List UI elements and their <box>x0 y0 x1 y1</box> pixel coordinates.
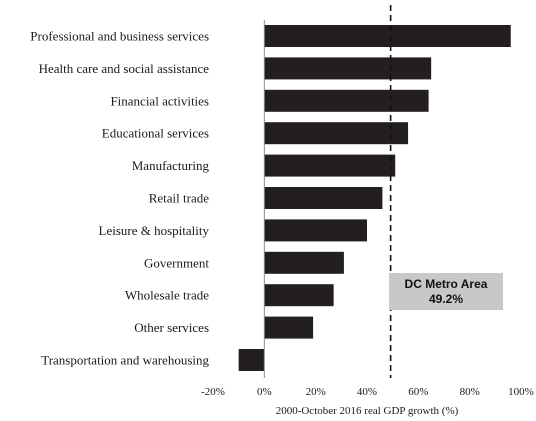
x-tick-label: 100% <box>508 386 534 398</box>
category-label-retail-trade: Retail trade <box>149 191 210 206</box>
x-tick-label: 80% <box>460 386 480 398</box>
x-tick-label: 60% <box>408 386 428 398</box>
category-label-transportation-and-warehousing: Transportation and warehousing <box>41 353 209 368</box>
x-tick-label: -20% <box>201 386 225 398</box>
bar-transportation-and-warehousing <box>238 349 265 371</box>
x-tick-label: 20% <box>306 386 326 398</box>
dc-metro-callout-value: 49.2% <box>429 292 463 306</box>
bar-government <box>264 251 344 274</box>
bar-other-services <box>264 316 314 339</box>
category-label-health-care-and-social-assistance: Health care and social assistance <box>39 61 210 76</box>
bar-manufacturing <box>264 154 396 177</box>
category-label-professional-and-business-services: Professional and business services <box>30 29 209 44</box>
bar-wholesale-trade <box>264 284 334 307</box>
category-label-financial-activities: Financial activities <box>110 93 209 108</box>
bar-professional-and-business-services <box>264 25 511 47</box>
category-label-government: Government <box>144 255 209 270</box>
category-label-educational-services: Educational services <box>102 126 209 141</box>
bar-health-care-and-social-assistance <box>264 57 432 80</box>
bars-group <box>238 25 511 371</box>
category-label-leisure-and-hospitality: Leisure & hospitality <box>99 223 210 238</box>
category-labels: Professional and business services Health… <box>30 29 209 368</box>
x-tick-label: 0% <box>257 386 272 398</box>
category-label-manufacturing: Manufacturing <box>132 158 210 173</box>
bar-educational-services <box>264 122 409 145</box>
bar-retail-trade <box>264 187 383 209</box>
bar-leisure-and-hospitality <box>264 219 367 242</box>
dc-metro-callout: DC Metro Area 49.2% <box>389 273 503 310</box>
category-label-wholesale-trade: Wholesale trade <box>125 288 209 303</box>
category-label-other-services: Other services <box>134 320 209 335</box>
bar-financial-activities <box>264 89 429 112</box>
dc-metro-callout-title: DC Metro Area <box>405 277 488 291</box>
x-axis-title: 2000-October 2016 real GDP growth (%) <box>276 405 459 417</box>
dc-metro-callout-box <box>389 273 503 310</box>
x-tick-label: 40% <box>357 386 377 398</box>
x-tick-labels: -20% 0% 20% 40% 60% 80% 100% <box>201 386 534 398</box>
